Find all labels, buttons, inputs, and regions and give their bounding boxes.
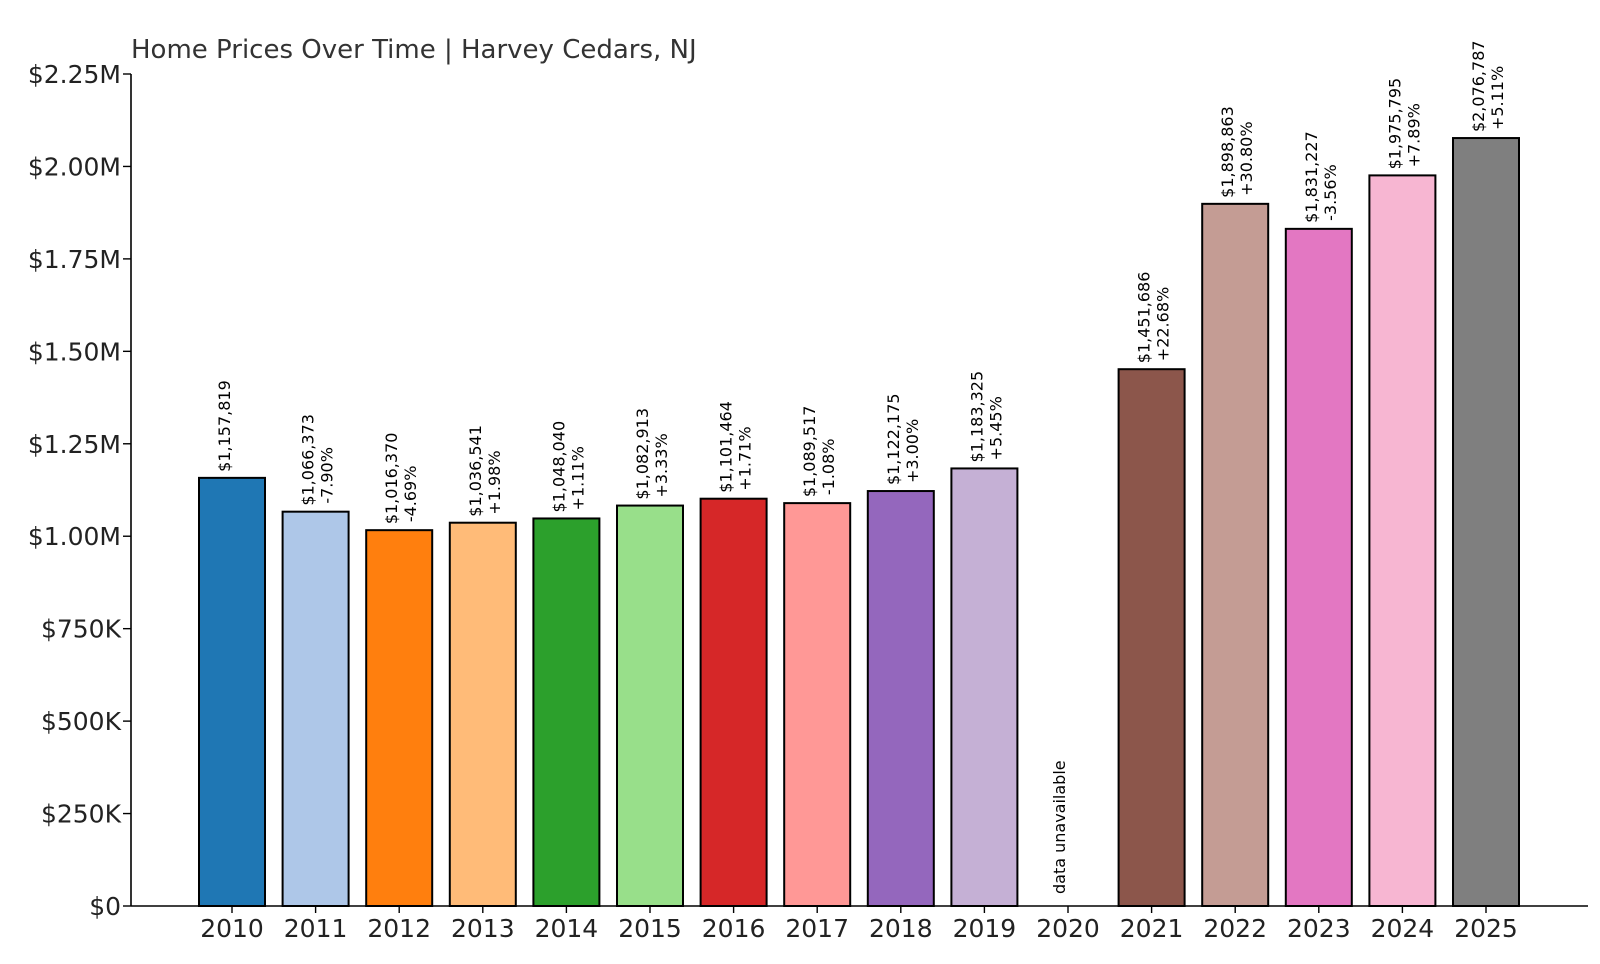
change-label: -7.90%	[318, 447, 337, 504]
x-tick-label: 2020	[1036, 914, 1100, 943]
y-tick-label: $750K	[41, 615, 122, 644]
value-label: $1,183,325	[967, 371, 986, 463]
change-label: +22.68%	[1154, 287, 1173, 361]
value-label: $1,157,819	[215, 380, 234, 472]
chart-title: Home Prices Over Time | Harvey Cedars, N…	[131, 35, 697, 65]
value-label: $1,016,370	[382, 433, 401, 525]
x-axis: 2010 2011 2012 2013 2014 2015 2016 2017 2018 2019…	[131, 905, 1588, 943]
change-label: +5.11%	[1488, 66, 1507, 130]
change-label: +30.80%	[1237, 121, 1256, 195]
value-label: $1,831,227	[1302, 131, 1321, 223]
x-tick-label: 2011	[284, 914, 348, 943]
y-tick-label: $2.25M	[28, 60, 121, 89]
bar-2011	[281, 510, 350, 907]
value-label: $1,089,517	[800, 406, 819, 498]
x-tick-label: 2025	[1454, 914, 1518, 943]
y-tick-label: $2.00M	[28, 152, 121, 181]
x-tick-label: 2012	[367, 914, 431, 943]
value-label: $1,451,686	[1135, 272, 1154, 364]
bar-2015	[616, 504, 684, 907]
change-label: +5.45%	[986, 396, 1005, 460]
value-label: $1,898,863	[1218, 106, 1237, 198]
value-label: $1,101,464	[717, 401, 736, 493]
change-label: +1.98%	[485, 450, 504, 514]
value-label: $1,066,373	[299, 414, 318, 506]
bar-2010	[198, 476, 266, 907]
value-label: $1,036,541	[466, 425, 485, 517]
change-label: +7.89%	[1404, 103, 1423, 167]
change-label: -1.08%	[819, 439, 838, 496]
data-labels-group: $1,157,819 $1,066,373 -7.90% $1,016,370 -4.6…	[215, 40, 1507, 894]
bar-2021	[1117, 368, 1186, 907]
x-tick-label: 2014	[535, 914, 599, 943]
y-tick-label: $250K	[41, 800, 122, 829]
change-label: +1.71%	[736, 426, 755, 490]
x-tick-label: 2010	[200, 914, 264, 943]
missing-data-label: data unavailable	[1050, 760, 1069, 894]
value-label: $1,122,175	[884, 393, 903, 485]
y-tick-label: $500K	[41, 707, 122, 736]
y-tick-label: $1.00M	[28, 522, 121, 551]
change-label: -4.69%	[401, 466, 420, 523]
bar-2025	[1452, 137, 1520, 908]
x-tick-label: 2016	[702, 914, 766, 943]
value-label: $1,048,040	[549, 421, 568, 513]
bar-2012	[365, 529, 434, 907]
y-axis: $0 $250K $500K $750K $1.00M $1.25M $1.50M $1.75…	[28, 60, 132, 921]
bar-2013	[448, 521, 517, 907]
x-tick-label: 2015	[618, 914, 682, 943]
bar-2024	[1368, 174, 1437, 908]
x-tick-label: 2018	[869, 914, 933, 943]
bar-2016	[699, 497, 768, 907]
bar-2018	[866, 490, 935, 907]
bar-2014	[532, 517, 601, 907]
x-tick-label: 2024	[1371, 914, 1435, 943]
value-label: $1,082,913	[633, 408, 652, 500]
change-label: -3.56%	[1321, 164, 1340, 221]
x-tick-label: 2017	[785, 914, 849, 943]
value-label: $1,975,795	[1385, 78, 1404, 170]
x-tick-label: 2022	[1203, 914, 1267, 943]
change-label: +3.00%	[903, 419, 922, 483]
y-tick-label: $1.75M	[28, 245, 121, 274]
bars-group	[198, 137, 1520, 908]
y-tick-label: $0	[89, 892, 121, 921]
x-tick-label: 2021	[1120, 914, 1184, 943]
value-label: $2,076,787	[1469, 40, 1488, 132]
bar-2017	[783, 502, 852, 907]
change-label: +3.33%	[652, 433, 671, 497]
bar-2019	[950, 467, 1019, 907]
x-tick-label: 2019	[953, 914, 1017, 943]
bar-2023	[1284, 227, 1353, 907]
x-tick-label: 2013	[451, 914, 515, 943]
y-tick-label: $1.50M	[28, 337, 121, 366]
change-label: +1.11%	[568, 446, 587, 510]
y-tick-label: $1.25M	[28, 430, 121, 459]
x-tick-label: 2023	[1287, 914, 1351, 943]
bar-2022	[1201, 202, 1270, 908]
